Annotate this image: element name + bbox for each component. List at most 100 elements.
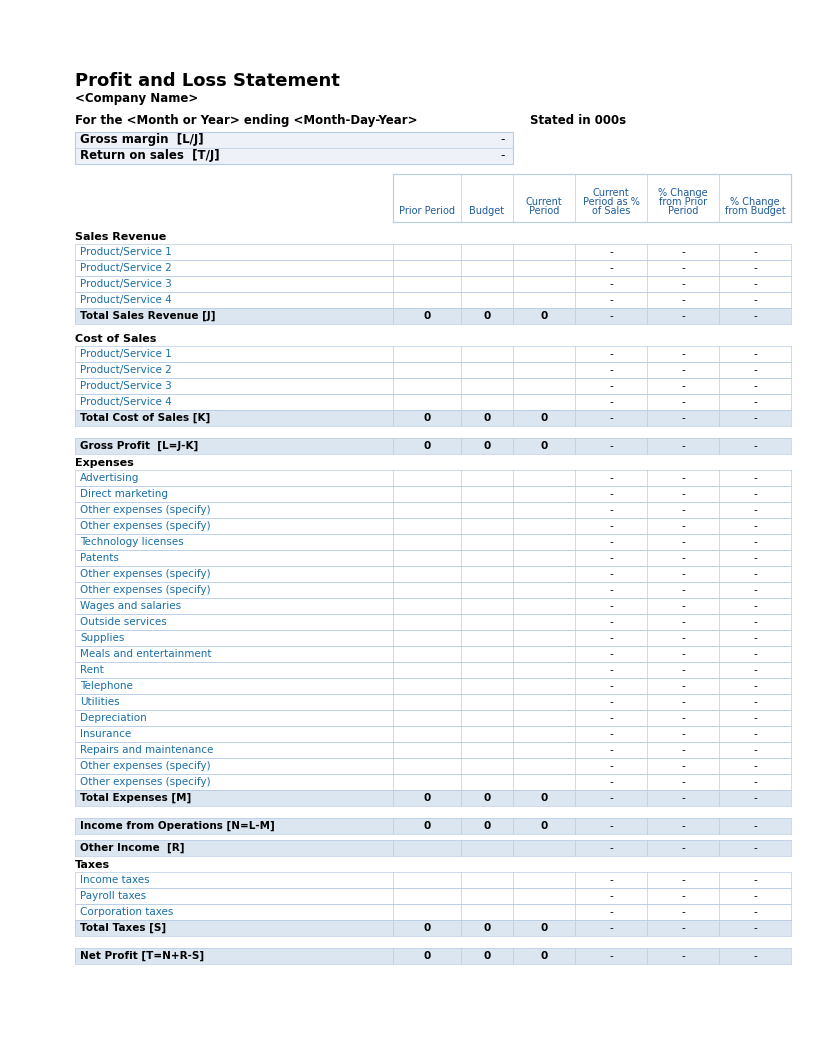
Text: 0: 0 <box>423 951 431 961</box>
Text: -: - <box>681 263 685 273</box>
Text: -: - <box>753 601 757 611</box>
Text: -: - <box>609 907 613 917</box>
Text: <Company Name>: <Company Name> <box>75 92 199 105</box>
Text: -: - <box>681 365 685 375</box>
Text: Other expenses (specify): Other expenses (specify) <box>80 585 211 595</box>
Text: 0: 0 <box>423 793 431 803</box>
Text: 0: 0 <box>484 951 491 961</box>
Text: Supplies: Supplies <box>80 633 124 643</box>
Text: -: - <box>681 633 685 643</box>
Text: -: - <box>681 553 685 563</box>
Text: 0: 0 <box>423 821 431 831</box>
Text: Profit and Loss Statement: Profit and Loss Statement <box>75 72 340 90</box>
Text: Other expenses (specify): Other expenses (specify) <box>80 569 211 579</box>
Bar <box>75 378 791 394</box>
Bar <box>75 646 791 662</box>
Text: -: - <box>681 777 685 787</box>
Text: -: - <box>753 521 757 531</box>
Bar <box>75 346 791 361</box>
Text: 0: 0 <box>540 951 547 961</box>
Text: Total Cost of Sales [K]: Total Cost of Sales [K] <box>80 413 210 423</box>
Text: -: - <box>609 295 613 305</box>
Text: -: - <box>753 777 757 787</box>
Text: Gross Profit  [L=J-K]: Gross Profit [L=J-K] <box>80 441 199 451</box>
Text: -: - <box>681 311 685 321</box>
Text: -: - <box>681 537 685 548</box>
Bar <box>75 518 791 534</box>
Text: 0: 0 <box>540 793 547 803</box>
Text: Period: Period <box>529 206 559 216</box>
Text: Product/Service 3: Product/Service 3 <box>80 381 172 391</box>
Text: -: - <box>681 923 685 933</box>
Text: Stated in 000s: Stated in 000s <box>530 114 626 127</box>
Text: Telephone: Telephone <box>80 681 133 691</box>
Text: -: - <box>681 697 685 707</box>
Text: Sales Revenue: Sales Revenue <box>75 231 166 242</box>
Bar <box>75 630 791 646</box>
Text: -: - <box>753 923 757 933</box>
Text: Period as %: Period as % <box>583 197 640 207</box>
Text: -: - <box>681 729 685 739</box>
Text: -: - <box>609 381 613 391</box>
Text: -: - <box>681 472 685 483</box>
Text: from Budget: from Budget <box>725 206 785 216</box>
Text: Current: Current <box>592 188 629 198</box>
Text: Other expenses (specify): Other expenses (specify) <box>80 521 211 531</box>
Text: Total Expenses [M]: Total Expenses [M] <box>80 793 191 803</box>
Bar <box>393 174 791 222</box>
Text: -: - <box>681 397 685 407</box>
Text: -: - <box>753 843 757 853</box>
Text: -: - <box>609 365 613 375</box>
Text: Insurance: Insurance <box>80 729 132 739</box>
Text: -: - <box>753 761 757 771</box>
Text: 0: 0 <box>423 413 431 423</box>
Text: -: - <box>609 793 613 803</box>
Text: Product/Service 1: Product/Service 1 <box>80 349 172 359</box>
Text: Prior Period: Prior Period <box>399 206 455 216</box>
Text: -: - <box>681 891 685 901</box>
Bar <box>75 614 791 630</box>
Text: -: - <box>609 761 613 771</box>
Text: -: - <box>609 681 613 691</box>
Text: -: - <box>609 649 613 659</box>
Text: Other expenses (specify): Other expenses (specify) <box>80 505 211 515</box>
Bar <box>75 260 791 276</box>
Text: -: - <box>609 311 613 321</box>
Text: -: - <box>753 349 757 359</box>
Text: Product/Service 2: Product/Service 2 <box>80 365 172 375</box>
Bar <box>75 470 791 486</box>
Text: -: - <box>681 505 685 515</box>
Text: -: - <box>609 633 613 643</box>
Bar <box>75 292 791 308</box>
Text: -: - <box>753 745 757 755</box>
Text: -: - <box>753 569 757 579</box>
Text: -: - <box>609 397 613 407</box>
Bar <box>75 486 791 502</box>
Text: -: - <box>681 247 685 257</box>
Bar <box>75 502 791 518</box>
Text: Repairs and maintenance: Repairs and maintenance <box>80 745 213 755</box>
Text: Rent: Rent <box>80 665 104 675</box>
Text: of Sales: of Sales <box>592 206 630 216</box>
Text: -: - <box>681 585 685 595</box>
Text: Net Profit [T=N+R-S]: Net Profit [T=N+R-S] <box>80 951 204 961</box>
Text: Other expenses (specify): Other expenses (specify) <box>80 777 211 787</box>
Text: Corporation taxes: Corporation taxes <box>80 907 173 917</box>
Text: -: - <box>753 891 757 901</box>
Text: -: - <box>753 263 757 273</box>
Text: -: - <box>609 489 613 499</box>
Text: -: - <box>609 729 613 739</box>
Text: -: - <box>753 489 757 499</box>
Text: % Change: % Change <box>730 197 779 207</box>
Text: Gross margin  [L/J]: Gross margin [L/J] <box>80 133 203 147</box>
Text: -: - <box>681 843 685 853</box>
Text: -: - <box>609 247 613 257</box>
Bar <box>75 872 791 888</box>
Text: -: - <box>609 617 613 627</box>
Text: 0: 0 <box>484 441 491 451</box>
Text: Other expenses (specify): Other expenses (specify) <box>80 761 211 771</box>
Text: -: - <box>681 521 685 531</box>
Text: -: - <box>753 649 757 659</box>
Bar <box>75 888 791 904</box>
Text: -: - <box>753 821 757 831</box>
